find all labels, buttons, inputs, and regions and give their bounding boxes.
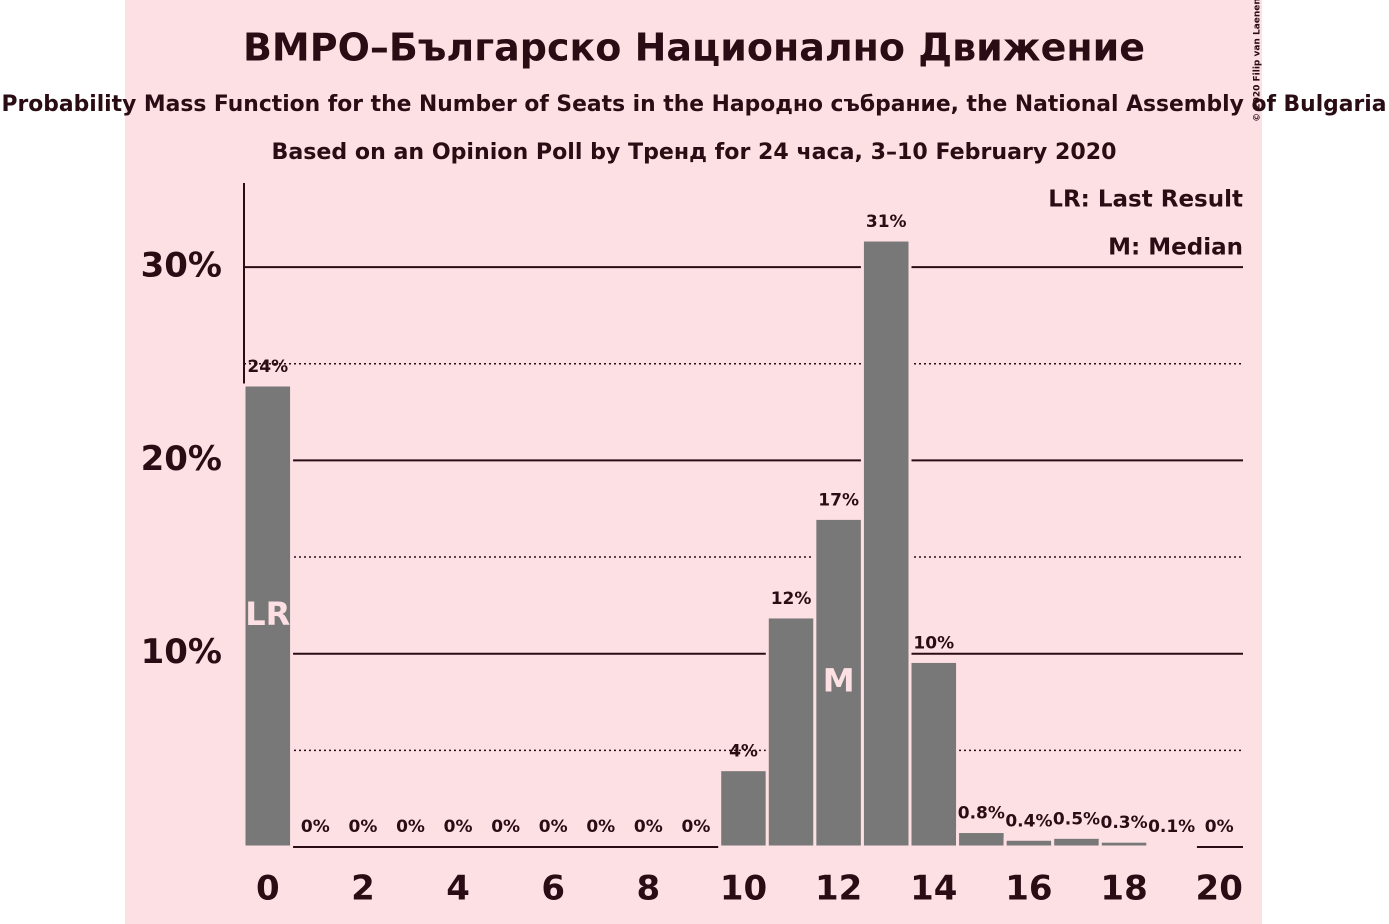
value-label: 31% (866, 212, 907, 232)
value-label: 0% (539, 817, 568, 837)
y-tick-label: 30% (141, 246, 222, 286)
bar (765, 615, 817, 849)
y-tick-label: 20% (141, 439, 222, 479)
x-tick-label: 6 (541, 869, 565, 909)
value-label: 0.8% (958, 804, 1005, 824)
legend-entry: LR: Last Result (1048, 187, 1243, 213)
value-label: 17% (818, 490, 859, 510)
x-tick-label: 2 (351, 869, 375, 909)
value-label: 0% (1205, 817, 1234, 837)
x-tick-label: 12 (815, 869, 862, 909)
bar (1003, 837, 1055, 849)
x-tick-label: 10 (720, 869, 767, 909)
copyright: © 2020 Filip van Laenen (1253, 0, 1263, 122)
value-label: 0% (396, 817, 425, 837)
legend-entry: M: Median (1108, 235, 1243, 261)
bar (956, 830, 1007, 849)
value-label: 0% (444, 817, 473, 837)
chart-subtitle: Probability Mass Function for the Number… (2, 92, 1387, 117)
bar (1051, 835, 1102, 849)
value-label: 0% (348, 817, 377, 837)
y-tick-label: 10% (141, 632, 222, 672)
x-tick-label: 16 (1005, 869, 1052, 909)
value-label: 0% (301, 817, 330, 837)
bar (242, 383, 294, 849)
value-label: 10% (913, 633, 954, 653)
value-label: 0% (634, 817, 663, 837)
bar-annotation: LR (245, 595, 290, 633)
bar (1146, 843, 1197, 849)
value-label: 24% (247, 357, 288, 377)
x-tick-label: 4 (446, 869, 470, 909)
bar (908, 659, 960, 849)
value-label: 0% (491, 817, 520, 837)
value-label: 0.4% (1005, 811, 1052, 831)
x-tick-label: 8 (637, 869, 661, 909)
x-tick-label: 0 (256, 869, 280, 909)
bar-annotation: M (823, 662, 855, 700)
chart-caption: Based on an Opinion Poll by Тренд for 24… (272, 140, 1117, 165)
x-tick-label: 18 (1100, 869, 1147, 909)
bar (860, 238, 912, 849)
value-label: 0% (681, 817, 710, 837)
chart-title: ВМРО–Българско Национално Движение (243, 26, 1145, 70)
value-label: 0.3% (1100, 813, 1147, 833)
value-label: 0.5% (1053, 809, 1100, 829)
x-tick-label: 14 (910, 869, 957, 909)
bar (1098, 839, 1150, 849)
value-label: 4% (729, 742, 758, 762)
x-tick-label: 20 (1196, 869, 1243, 909)
value-label: 12% (771, 589, 812, 609)
value-label: 0% (586, 817, 615, 837)
bar (718, 768, 769, 849)
background (125, 0, 1262, 924)
value-label: 0.1% (1148, 817, 1195, 837)
